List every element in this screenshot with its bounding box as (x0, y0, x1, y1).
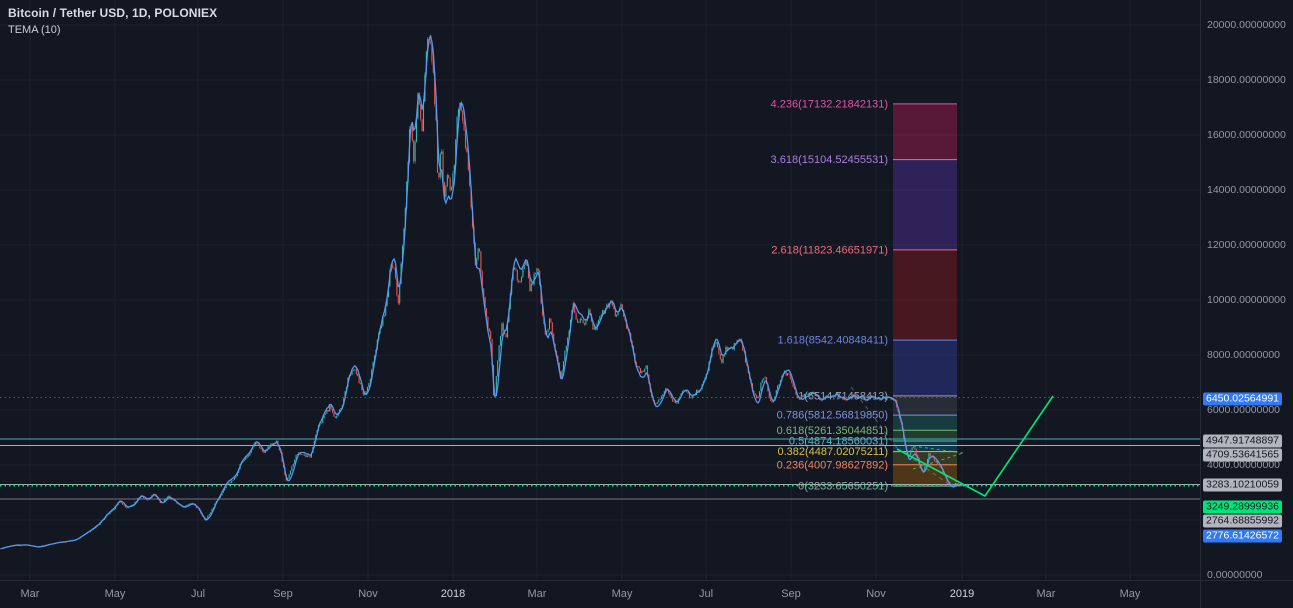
indicator-tema-label[interactable]: TEMA (10) (8, 24, 61, 36)
symbol-title[interactable]: Bitcoin / Tether USD, 1D, POLONIEX (8, 6, 218, 20)
time-axis-label: Jul (190, 588, 206, 600)
candles-layer (0, 36, 964, 550)
fib-band (893, 464, 957, 487)
fib-level-label: 4.236(17132.21842131) (771, 98, 888, 110)
price-badge: 4947.91748897 (1203, 434, 1282, 448)
time-axis-label: 2018 (440, 588, 466, 600)
price-badge: 6450.02564991 (1203, 392, 1282, 406)
fib-band (893, 395, 957, 416)
projection-trendline[interactable] (896, 395, 1054, 497)
chart-pane: 4.236(17132.21842131) 3.618(15104.5245553… (0, 0, 1200, 580)
time-axis-label: Sep (273, 588, 293, 600)
price-axis-label: 10000.00000000 (1207, 294, 1286, 306)
chart-canvas[interactable]: 4.236(17132.21842131) 3.618(15104.5245553… (0, 0, 1200, 580)
time-axis-label: Mar (20, 588, 40, 600)
fib-band (893, 440, 957, 452)
chart-legend: Bitcoin / Tether USD, 1D, POLONIEX TEMA … (8, 6, 217, 36)
time-axis-label: 2019 (949, 588, 975, 600)
pennant-dashline[interactable] (912, 452, 964, 470)
price-badge: 4709.53641565 (1203, 448, 1282, 462)
time-axis-label: Nov (866, 588, 886, 600)
price-axis-label: 16000.00000000 (1207, 129, 1286, 141)
tema-line[interactable] (0, 35, 963, 550)
down-candle-bodies (0, 38, 962, 550)
fib-level-label: 0.236(4007.98627892) (777, 459, 888, 471)
time-axis-label: Nov (358, 588, 378, 600)
time-axis-label: Jul (698, 588, 714, 600)
time-axis[interactable]: Mar May Jul Sep Nov 2018 Mar May Jul Sep Nov 2019 Ma… (0, 580, 1200, 608)
pennant-dashline[interactable] (912, 445, 964, 454)
price-axis-label: 6000.00000000 (1207, 404, 1280, 416)
axis-corner (1200, 580, 1293, 608)
fib-level-label: 0.618(5261.35044851) (777, 425, 888, 437)
time-axis-label: May (104, 588, 126, 600)
fib-level-label: 3.618(15104.52455531) (771, 154, 888, 166)
fib-extension-tool[interactable]: 4.236(17132.21842131) 3.618(15104.5245553… (771, 98, 957, 493)
price-badge: 3283.10210059 (1203, 478, 1282, 492)
price-axis-label: 0.00000000 (1207, 569, 1263, 581)
horizontal-lines-layer (0, 397, 1200, 500)
time-axis-label: May (611, 588, 633, 600)
price-badge: 2776.61426572 (1203, 529, 1282, 543)
time-axis-label: May (1119, 588, 1141, 600)
time-axis-label: Mar (1036, 588, 1056, 600)
price-axis-label: 20000.00000000 (1207, 19, 1286, 31)
fib-level-label: 0(3233.65650251) (798, 481, 888, 493)
price-axis-label: 14000.00000000 (1207, 184, 1286, 196)
fib-band (893, 159, 957, 250)
fib-level-label: 2.618(11823.46651971) (771, 244, 888, 256)
fib-level-label: 0.382(4487.02075211) (777, 446, 888, 458)
fib-band (893, 249, 957, 341)
fib-level-label: 0.786(5812.56819850) (777, 410, 888, 422)
grid-layer (0, 0, 1200, 580)
time-axis-label: Mar (527, 588, 547, 600)
fib-band (893, 340, 957, 396)
price-badge: 2764.68855992 (1203, 514, 1282, 528)
fib-band (893, 415, 957, 431)
price-axis-label: 18000.00000000 (1207, 74, 1286, 86)
price-axis[interactable]: 20000.00000000 18000.00000000 16000.000000… (1200, 0, 1293, 581)
fib-band (893, 103, 957, 160)
fib-band (893, 430, 957, 441)
price-axis-label: 12000.00000000 (1207, 239, 1286, 251)
fib-level-label: 1.618(8542.40848411) (777, 335, 888, 347)
fib-anchor-dashline[interactable] (850, 386, 951, 486)
price-axis-label: 4000.00000000 (1207, 459, 1280, 471)
price-axis-label: 8000.00000000 (1207, 349, 1280, 361)
price-badge: 3249.28999936 (1203, 500, 1282, 514)
down-candle-wicks (0, 36, 962, 549)
time-axis-label: Sep (781, 588, 801, 600)
